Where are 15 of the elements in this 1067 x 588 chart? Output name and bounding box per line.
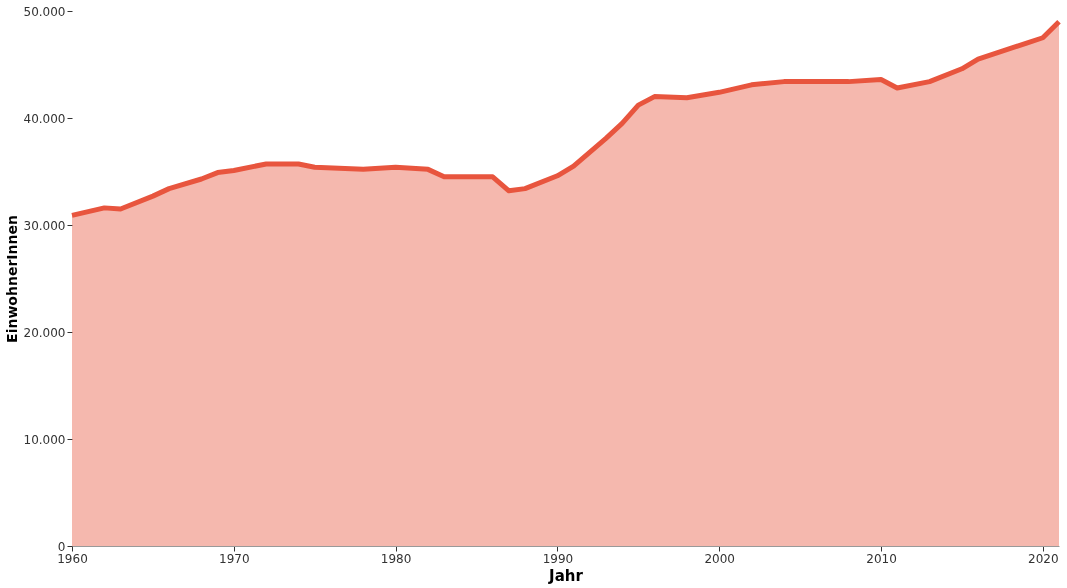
x-tick-label: 2010 [866, 551, 897, 566]
y-tick-label: 0 [57, 539, 66, 554]
y-tick-label: 10.000 [23, 432, 66, 447]
y-tick-label: 40.000 [23, 111, 66, 126]
y-tick-label: 30.000 [23, 218, 66, 233]
x-tick-label: 2000 [704, 551, 735, 566]
y-axis-title: EinwohnerInnen [3, 215, 20, 343]
x-tick-label: 1970 [219, 551, 250, 566]
y-tick-label: 50.000 [23, 4, 66, 19]
x-axis-title: Jahr [548, 566, 584, 585]
y-tick-label: 20.000 [23, 325, 66, 340]
x-tick-label: 1990 [542, 551, 574, 566]
x-tick-label: 2020 [1028, 551, 1059, 566]
x-tick-label: 1960 [57, 551, 88, 566]
x-tick-label: 1980 [380, 551, 412, 566]
